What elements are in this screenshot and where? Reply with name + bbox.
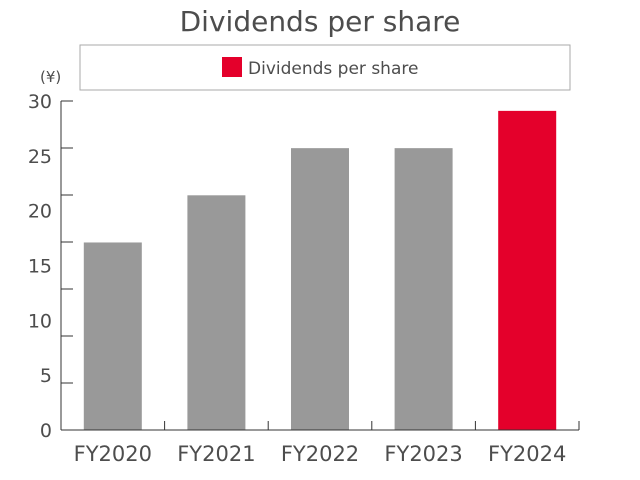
x-tick-label: FY2020 (74, 442, 152, 466)
y-tick-label: 15 (28, 256, 52, 278)
legend-box (79, 44, 571, 91)
bar-FY2022 (291, 148, 349, 430)
x-tick-label: FY2021 (177, 442, 255, 466)
y-axis-unit: (¥) (40, 68, 61, 86)
legend-swatch (222, 57, 242, 77)
x-tick-label: FY2022 (281, 442, 359, 466)
y-tick-label: 30 (28, 91, 52, 113)
y-tick-label: 5 (40, 365, 52, 387)
bar-FY2023 (394, 148, 453, 430)
bar-FY2020 (83, 242, 142, 430)
y-tick-label: 10 (28, 310, 52, 332)
bar-FY2024 (498, 110, 557, 431)
x-tick-label: FY2024 (488, 442, 566, 466)
y-tick-label: 20 (28, 201, 52, 223)
legend-label: Dividends per share (248, 59, 418, 79)
bar-FY2021 (187, 195, 246, 430)
x-tick-label: FY2023 (384, 442, 462, 466)
chart-title: Dividends per share (180, 5, 461, 38)
y-tick-label: 0 (40, 420, 52, 442)
y-tick-label: 25 (28, 146, 52, 168)
